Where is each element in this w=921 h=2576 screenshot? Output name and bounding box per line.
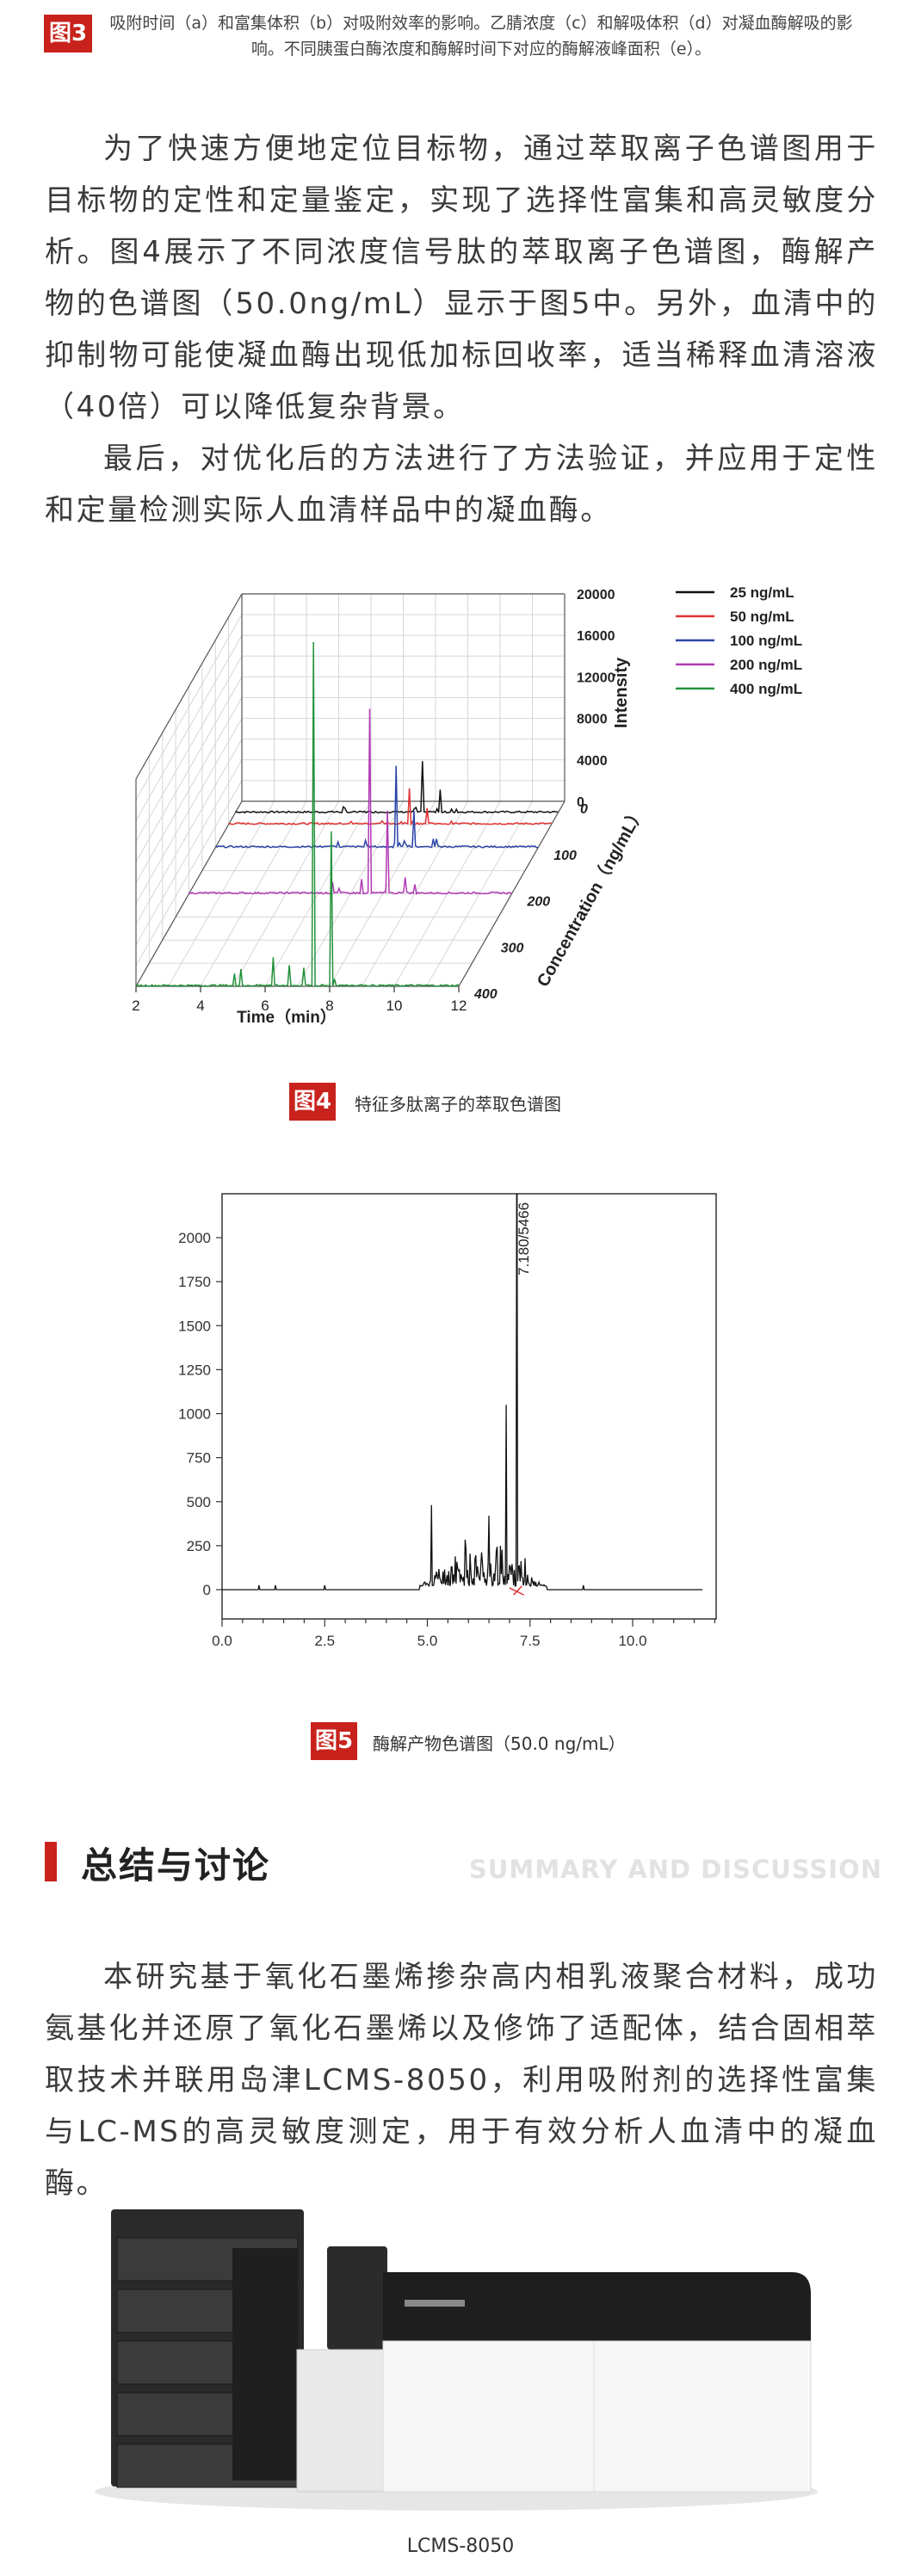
figure-badge: 图3: [44, 15, 92, 53]
lc-panel: [232, 2248, 298, 2480]
y-tick-label: 4000: [577, 754, 608, 769]
z-tick-label: 0: [580, 802, 588, 817]
body-text: 为了快速方便地定位目标物，通过萃取离子色谱图用于目标物的定性和定量鉴定，实现了选…: [45, 123, 878, 536]
y-tick-label: 0: [203, 1582, 211, 1598]
z-axis-label: Concentration（ng/mL）: [533, 803, 648, 990]
x-tick-label: 7.5: [520, 1633, 541, 1649]
section-bar: [45, 1842, 57, 1881]
z-tick-label: 200: [527, 895, 551, 910]
y-tick-label: 1500: [178, 1318, 211, 1334]
x-tick-label: 4: [196, 998, 204, 1014]
figure-badge: 图5: [311, 1722, 357, 1760]
z-tick-label: 300: [501, 941, 524, 955]
y-tick-label: 2000: [178, 1230, 211, 1246]
ms-body: [382, 2340, 812, 2493]
y-tick-label: 12000: [577, 670, 615, 685]
legend-label: 100 ng/mL: [730, 633, 802, 649]
axis-line: [135, 593, 243, 780]
x-tick-label: 0.0: [212, 1633, 232, 1649]
figure-badge: 图4: [289, 1083, 336, 1121]
x-tick-label: 6: [261, 998, 269, 1014]
section-title: 总结与讨论: [81, 1844, 271, 1887]
y-tick-label: 1000: [178, 1406, 211, 1423]
section-subtitle: SUMMARY AND DISCUSSION: [468, 1855, 882, 1884]
legend-label: 400 ng/mL: [730, 681, 802, 697]
integration-mark: [509, 1585, 524, 1596]
x-tick-label: 8: [325, 998, 333, 1014]
figure-caption: 酶解产物色谱图（50.0 ng/mL）: [373, 1733, 626, 1754]
x-tick-label: 5.0: [417, 1633, 438, 1649]
z-tick-label: 400: [473, 987, 498, 1002]
trace: [135, 641, 459, 988]
ms-label: [405, 2300, 465, 2307]
axis-line: [458, 800, 566, 987]
x-tick-label: 10: [386, 998, 403, 1014]
y-tick-label: 8000: [577, 713, 608, 727]
y-tick-label: 750: [187, 1450, 211, 1467]
image-caption: LCMS-8050: [406, 2536, 515, 2557]
figure-caption: 特征多肽离子的萃取色谱图: [355, 1094, 561, 1115]
y-tick-label: 0: [577, 795, 584, 810]
figure-caption: 吸附时间（a）和富集体积（b）对吸附效率的影响。乙腈浓度（c）和解吸体积（d）对…: [109, 14, 853, 59]
ms-body-top: [383, 2272, 811, 2341]
trace: [215, 765, 539, 849]
y-tick-label: 1250: [178, 1362, 211, 1378]
y-tick-label: 500: [187, 1494, 211, 1510]
x-tick-label: 2: [132, 998, 139, 1014]
x-axis-label: Time（min）: [237, 1007, 337, 1027]
y-tick-label: 20000: [577, 588, 615, 602]
x-tick-label: 12: [451, 998, 467, 1014]
y-tick-label: 1750: [178, 1274, 211, 1290]
trace: [228, 788, 552, 827]
ms-front: [296, 2349, 393, 2493]
plot-frame: [221, 1193, 717, 1620]
x-tick-label: 10.0: [618, 1633, 646, 1649]
paragraph: 为了快速方便地定位目标物，通过萃取离子色谱图用于目标物的定性和定量鉴定，实现了选…: [45, 132, 878, 424]
trace: [222, 1194, 703, 1591]
x-tick-label: 2.5: [314, 1633, 335, 1649]
y-tick-label: 250: [187, 1538, 211, 1554]
body-text: 本研究基于氧化石墨烯掺杂高内相乳液聚合材料，成功氨基化并还原了氧化石墨烯以及修饰…: [45, 1951, 878, 2209]
y-tick-label: 16000: [577, 629, 615, 644]
ms-top: [327, 2246, 387, 2350]
legend-label: 200 ng/mL: [730, 657, 802, 673]
z-tick-label: 100: [553, 849, 577, 863]
paragraph: 本研究基于氧化石墨烯掺杂高内相乳液聚合材料，成功氨基化并还原了氧化石墨烯以及修饰…: [45, 1960, 878, 2201]
axis-line: [135, 800, 243, 987]
peak-label: 7.180/5466: [516, 1202, 532, 1276]
legend-label: 25 ng/mL: [730, 584, 794, 601]
y-axis-label: Intensity: [612, 657, 631, 728]
paragraph: 最后，对优化后的方法进行了方法验证，并应用于定性和定量检测实际人血清样品中的凝血…: [45, 442, 878, 528]
legend-label: 50 ng/mL: [730, 608, 794, 625]
trace: [189, 708, 512, 896]
